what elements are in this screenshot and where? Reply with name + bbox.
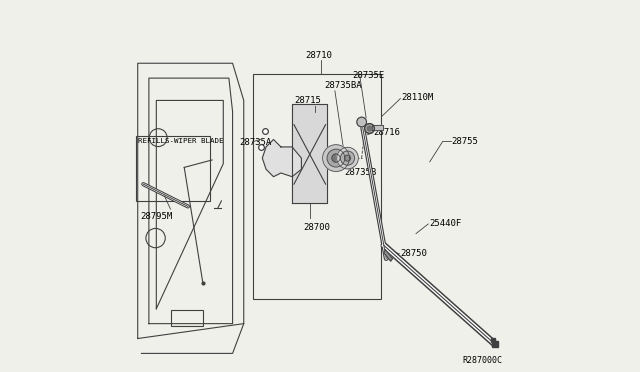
Polygon shape — [372, 125, 383, 130]
Circle shape — [357, 117, 367, 127]
Text: 28735B: 28735B — [344, 168, 376, 177]
Circle shape — [323, 145, 349, 171]
Polygon shape — [262, 140, 301, 177]
Circle shape — [332, 154, 340, 162]
Polygon shape — [383, 250, 392, 261]
Text: 28710: 28710 — [305, 51, 332, 60]
Text: R287000C: R287000C — [462, 356, 502, 365]
Text: 28110M: 28110M — [401, 93, 433, 102]
Text: 28716: 28716 — [373, 128, 400, 137]
Text: 28700: 28700 — [303, 223, 330, 232]
Circle shape — [327, 149, 345, 167]
Text: 28795M: 28795M — [140, 212, 172, 221]
Text: 28735E: 28735E — [353, 71, 385, 80]
Text: 25440F: 25440F — [429, 219, 461, 228]
Text: REFILLS-WIPER BLADE: REFILLS-WIPER BLADE — [138, 138, 223, 144]
Circle shape — [337, 147, 358, 169]
Circle shape — [344, 155, 351, 161]
Text: 28735BA: 28735BA — [324, 81, 362, 90]
Bar — [172, 310, 203, 326]
Text: 28715: 28715 — [294, 96, 321, 105]
Bar — [136, 136, 211, 201]
Circle shape — [340, 151, 355, 165]
Text: 28755: 28755 — [451, 137, 478, 146]
Text: 28750: 28750 — [400, 249, 427, 258]
Bar — [253, 74, 381, 299]
Text: 28735A: 28735A — [239, 138, 271, 147]
Polygon shape — [292, 104, 328, 203]
